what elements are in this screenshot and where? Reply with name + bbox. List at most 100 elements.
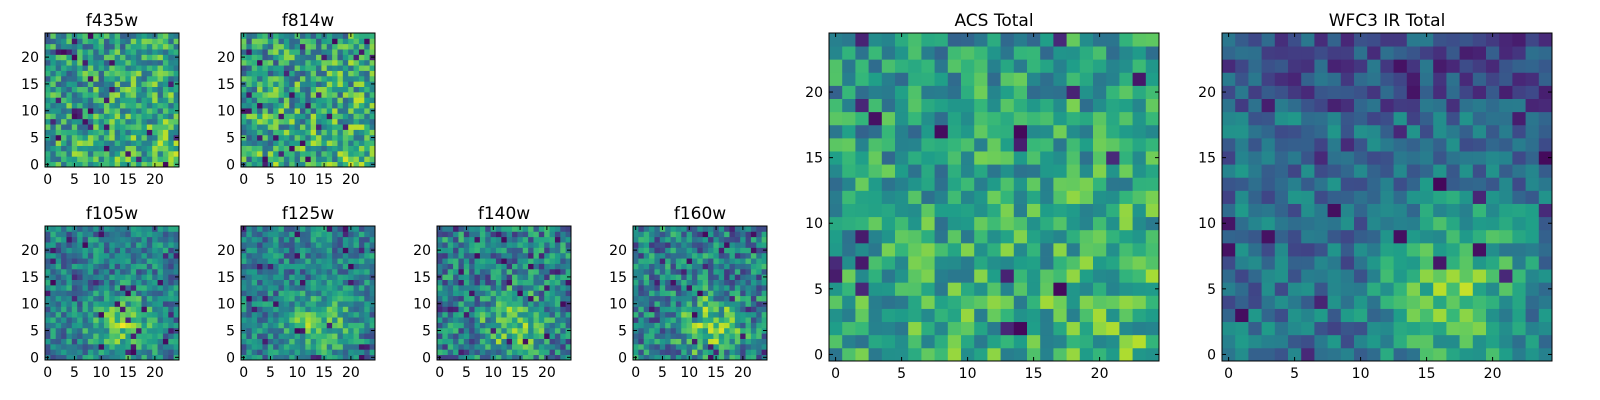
heatmap-cell	[82, 97, 89, 104]
heatmap-cell	[1145, 72, 1160, 86]
heatmap-cell	[517, 284, 524, 291]
heatmap-cell	[442, 354, 449, 361]
heatmap-cell	[708, 354, 714, 361]
heatmap-cell	[654, 284, 661, 291]
heatmap-cell	[501, 301, 508, 307]
heatmap-cell	[1027, 282, 1041, 296]
heatmap-cell	[364, 322, 371, 329]
heatmap-cell	[1393, 308, 1408, 323]
heatmap-cell	[1013, 190, 1028, 204]
heatmap-cell	[670, 242, 677, 248]
heatmap-cell	[262, 70, 269, 77]
heatmap-cell	[321, 97, 328, 104]
heatmap-cell	[168, 247, 175, 254]
heatmap-cell	[1354, 177, 1368, 191]
heatmap-cell	[305, 349, 312, 356]
heatmap-cell	[855, 164, 869, 178]
heatmap-cell	[278, 279, 285, 286]
heatmap-cell	[141, 38, 148, 45]
heatmap-cell	[289, 327, 295, 334]
heatmap-cell	[1420, 203, 1434, 218]
heatmap-cell	[332, 252, 338, 259]
heatmap-cell	[1093, 151, 1107, 165]
heatmap-cell	[114, 354, 121, 361]
heatmap-cell	[1380, 203, 1394, 218]
heatmap-cell	[55, 274, 62, 280]
heatmap-cell	[66, 226, 73, 232]
heatmap-cell	[141, 81, 148, 87]
heatmap-cell	[77, 140, 83, 146]
heatmap-cell	[437, 338, 443, 345]
heatmap-cell	[554, 295, 561, 302]
heatmap-cell	[458, 252, 465, 259]
heatmap-cell	[136, 226, 142, 232]
heatmap-cell	[146, 306, 153, 313]
heatmap-cell	[364, 284, 371, 291]
heatmap-cell	[829, 33, 843, 47]
heatmap-cell	[326, 65, 333, 71]
heatmap-cell	[670, 343, 677, 350]
heatmap-cell	[453, 301, 459, 307]
heatmap-cell	[273, 247, 279, 254]
heatmap-cell	[868, 177, 883, 191]
heatmap-cell	[146, 327, 153, 334]
heatmap-cell	[1274, 229, 1289, 244]
heatmap-cell	[908, 164, 922, 178]
heatmap-cell	[332, 338, 338, 345]
heatmap-cell	[1000, 347, 1015, 362]
heatmap-cell	[246, 354, 253, 361]
heatmap-cell	[745, 242, 752, 248]
heatmap-cell	[353, 108, 360, 114]
heatmap-cell	[299, 242, 306, 248]
heatmap-cell	[66, 311, 73, 318]
heatmap-cell	[659, 247, 666, 254]
heatmap-cell	[45, 49, 51, 55]
heatmap-cell	[501, 247, 508, 254]
heatmap-cell	[670, 295, 677, 302]
heatmap-cell	[479, 258, 486, 264]
heatmap-cell	[109, 108, 116, 114]
heatmap-cell	[294, 301, 301, 307]
heatmap-cell	[565, 295, 572, 302]
heatmap-cell	[61, 113, 67, 120]
heatmap-cell	[868, 46, 883, 60]
heatmap-cell	[686, 236, 693, 243]
heatmap-cell	[756, 301, 763, 307]
heatmap-cell	[1106, 177, 1120, 191]
heatmap-cell	[533, 252, 540, 259]
heatmap-cell	[437, 290, 443, 297]
heatmap-cell	[1053, 347, 1067, 362]
axes-frame	[44, 225, 180, 361]
heatmap-cell	[442, 258, 449, 264]
heatmap-cell	[50, 236, 57, 243]
heatmap-cell	[305, 156, 312, 163]
heatmap-cell	[61, 301, 67, 307]
heatmap-cell	[289, 284, 295, 291]
heatmap-cell	[643, 354, 650, 361]
heatmap-cell	[50, 317, 57, 323]
heatmap-cell	[289, 161, 295, 168]
heatmap-cell	[66, 231, 73, 238]
heatmap-cell	[87, 349, 94, 356]
heatmap-cell	[168, 156, 175, 163]
heatmap-cell	[55, 301, 62, 307]
heatmap-cell	[697, 274, 704, 280]
heatmap-cell	[98, 301, 105, 307]
heatmap-cell	[267, 349, 274, 356]
heatmap-cell	[305, 252, 312, 259]
heatmap-cell	[310, 268, 317, 275]
heatmap-cell	[538, 231, 545, 238]
heatmap-cell	[61, 65, 67, 71]
heatmap-cell	[267, 59, 274, 66]
heatmap-cell	[1525, 164, 1540, 178]
heatmap-cell	[82, 236, 89, 243]
heatmap-cell	[262, 349, 269, 356]
heatmap-cell	[670, 231, 677, 238]
heatmap-cell	[734, 311, 741, 318]
heatmap-cell	[987, 111, 1001, 126]
heatmap-cell	[485, 295, 491, 302]
heatmap-cell	[273, 140, 279, 146]
heatmap-cell	[61, 236, 67, 243]
heatmap-cell	[61, 284, 67, 291]
heatmap-cell	[675, 290, 682, 297]
